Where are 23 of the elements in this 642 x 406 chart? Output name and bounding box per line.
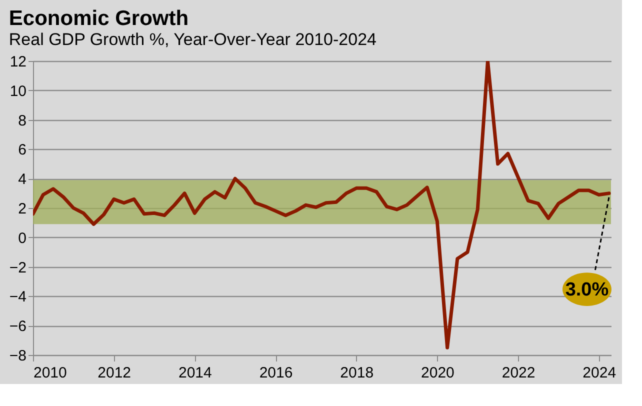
y-tick-label: −8 bbox=[9, 348, 26, 364]
y-tick-label: 6 bbox=[18, 142, 26, 159]
x-tick-label: 2020 bbox=[421, 364, 454, 382]
y-tick-label: 0 bbox=[18, 230, 26, 247]
line-series bbox=[33, 61, 611, 350]
x-tick-label: 2022 bbox=[502, 364, 536, 382]
chart-title: Economic Growth bbox=[8, 7, 189, 30]
annotation: 3.0% bbox=[565, 279, 609, 300]
y-tick-label: 10 bbox=[10, 82, 26, 100]
chart-subtitle: Real GDP Growth %, Year-Over-Year 2010-2024 bbox=[8, 30, 376, 49]
y-tick-label: −6 bbox=[9, 318, 26, 336]
x-tick-label: 2016 bbox=[259, 364, 293, 382]
x-tick-label: 2012 bbox=[98, 364, 132, 382]
y-tick-label: −2 bbox=[9, 259, 26, 276]
y-tick-label: 8 bbox=[18, 112, 26, 130]
y-tick-label: 2 bbox=[18, 200, 26, 218]
y-tick-label: −4 bbox=[9, 288, 26, 306]
x-tick-label: 2018 bbox=[340, 364, 374, 382]
y-tick-label: 4 bbox=[18, 171, 26, 188]
x-tick-label: 2010 bbox=[34, 364, 67, 382]
x-tick-label: 2014 bbox=[178, 364, 212, 382]
y-tick-label: 12 bbox=[10, 54, 26, 70]
x-tick-label: 2024 bbox=[582, 364, 616, 382]
